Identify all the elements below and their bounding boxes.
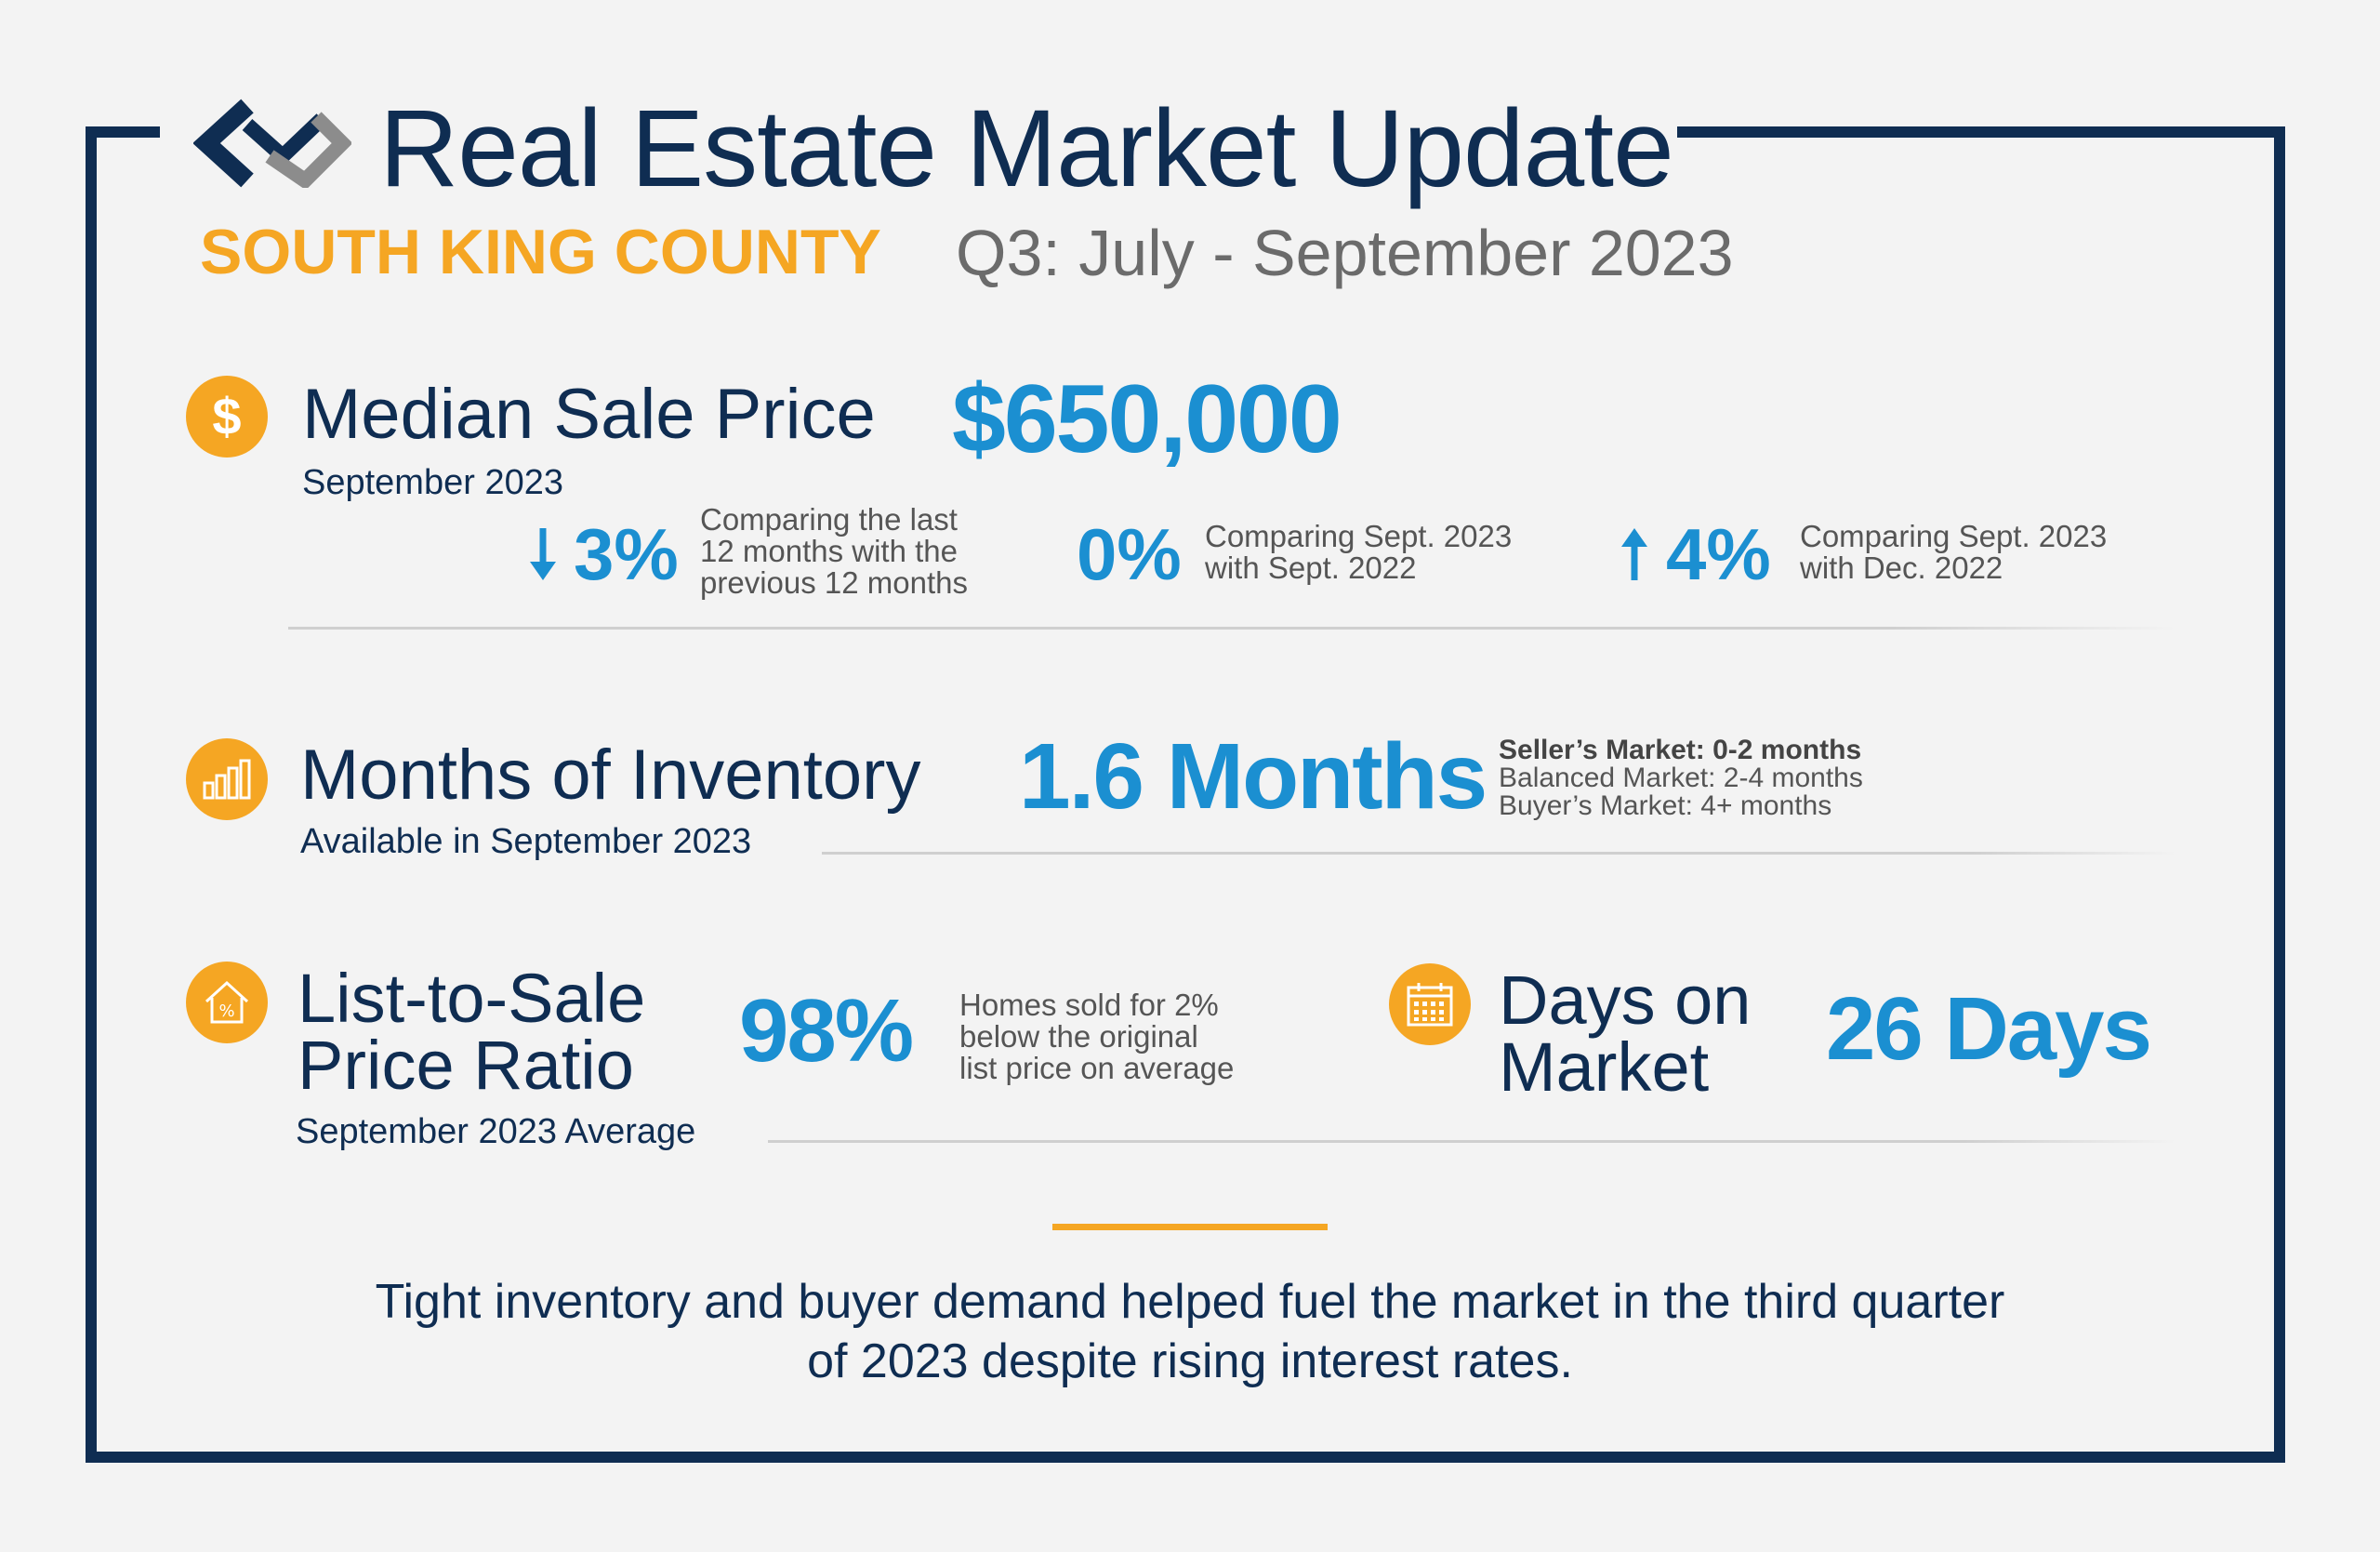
days-on-market-title: Days on Market [1499,962,1752,1106]
desc-line: with Sept. 2022 [1205,550,1417,585]
median-sale-price-value: $650,000 [952,365,1342,473]
page-title: Real Estate Market Update [379,87,1674,210]
bar-chart-icon [186,738,268,820]
svg-text:%: % [218,1002,234,1021]
desc-line: 12 months with the [700,534,958,568]
market-note-sellers: Seller’s Market: 0-2 months [1499,735,1862,765]
arrow-down-icon [530,528,556,580]
calendar-glyph [1407,983,1453,1027]
footer-line: of 2023 despite rising interest rates. [807,1334,1573,1388]
region-label: SOUTH KING COUNTY [200,217,881,287]
median-sale-price-title: Median Sale Price [302,375,876,454]
months-inventory-title: Months of Inventory [300,736,921,815]
dollar-icon: $ [186,376,268,458]
stat-ytd-desc: Comparing Sept. 2023 with Dec. 2022 [1800,521,2107,584]
divider [288,627,2175,630]
period-label: Q3: July - September 2023 [956,217,1734,289]
stat-ytd-value: 4% [1666,513,1771,595]
title-line: Price Ratio [298,1027,634,1104]
dollar-glyph: $ [212,387,242,445]
stat-yoy-value: 0% [1077,513,1182,595]
title-gap [160,112,1677,149]
stat-12-month-desc: Comparing the last 12 months with the pr… [700,504,968,599]
list-to-sale-subtitle: September 2023 Average [296,1112,696,1151]
footer-line: Tight inventory and buyer demand helped … [375,1275,2005,1329]
title-line: List-to-Sale [298,960,646,1037]
arrow-up-icon [1621,528,1647,580]
market-note-buyers: Buyer’s Market: 4+ months [1499,790,1832,821]
stat-12-month-value: 3% [574,513,679,595]
footer-summary: Tight inventory and buyer demand helped … [260,1272,2120,1391]
desc-line: Comparing Sept. 2023 [1800,519,2108,553]
desc-line: below the original [959,1019,1198,1054]
house-percent-glyph: % [205,980,249,1024]
desc-line: with Dec. 2022 [1800,550,2003,585]
accent-divider [1052,1224,1328,1230]
desc-line: previous 12 months [700,565,968,600]
desc-line: list price on average [959,1051,1235,1085]
title-line: Days on [1499,962,1752,1039]
desc-line: Comparing the last [700,502,958,537]
days-on-market-value: 26 Days [1826,979,2152,1079]
median-sale-price-subtitle: September 2023 [302,463,563,502]
market-note-balanced: Balanced Market: 2-4 months [1499,763,1863,793]
divider [768,1140,2175,1143]
stat-yoy-desc: Comparing Sept. 2023 with Sept. 2022 [1205,521,1512,584]
months-inventory-subtitle: Available in September 2023 [300,822,752,861]
desc-line: Homes sold for 2% [959,988,1219,1022]
list-to-sale-value: 98% [739,981,914,1081]
list-to-sale-desc: Homes sold for 2% below the original lis… [959,989,1234,1084]
brand-logo-icon [193,99,351,188]
title-line: Market [1499,1028,1710,1106]
house-percent-icon: % [186,962,268,1043]
desc-line: Comparing Sept. 2023 [1205,519,1513,553]
bar-chart-glyph [203,759,251,800]
calendar-icon [1389,963,1471,1045]
divider [822,852,2175,855]
months-inventory-value: 1.6 Months [1019,724,1488,829]
list-to-sale-title: List-to-Sale Price Ratio [298,960,646,1104]
